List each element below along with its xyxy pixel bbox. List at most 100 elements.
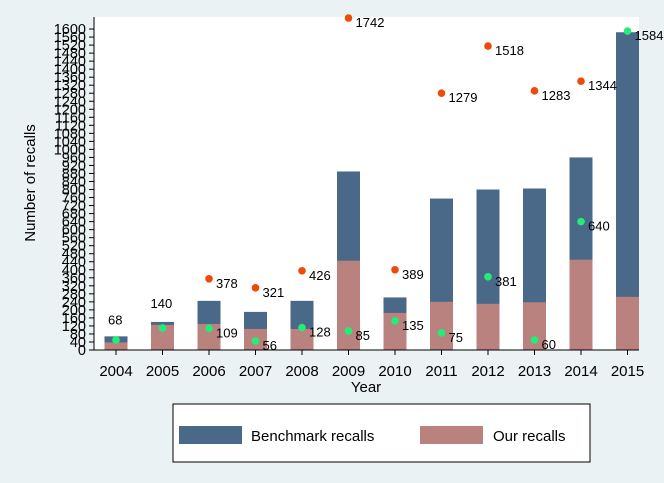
data-label-2012-1518: 1518: [495, 43, 524, 58]
green-marker-2011: [437, 329, 446, 337]
y-tick-label-200: 200: [62, 303, 86, 319]
x-tick-label-2004: 2004: [99, 363, 132, 380]
orange-marker-2009: [344, 14, 353, 22]
bars-layer: [104, 32, 639, 350]
x-tick-label-2009: 2009: [332, 363, 365, 380]
y-tick-label-280: 280: [62, 287, 86, 303]
y-tick-label-1040: 1040: [54, 134, 86, 150]
y-tick-label-1000: 1000: [54, 142, 86, 158]
our-bar-2005: [151, 324, 174, 350]
data-label-2011-75: 75: [449, 330, 463, 345]
plot-area: [94, 17, 639, 350]
our-bar-2015: [616, 296, 639, 350]
data-label-2012-381: 381: [495, 274, 517, 289]
y-tick-label-800: 800: [62, 183, 86, 199]
data-label-2007-56: 56: [263, 338, 277, 353]
y-tick-label-1120: 1120: [55, 118, 86, 134]
data-label-2010-135: 135: [402, 318, 424, 333]
benchmark-bar-2015: [616, 32, 639, 350]
y-axis-ticks: 0408012016020024028032036040044048052056…: [54, 22, 94, 359]
orange-marker-2014: [577, 77, 585, 85]
orange-marker-2010: [391, 265, 399, 274]
y-tick-label-80: 80: [70, 327, 86, 343]
y-tick-label-600: 600: [62, 223, 86, 239]
green-marker-2007: [251, 337, 260, 345]
data-label-2015-1584: 1584: [635, 28, 664, 43]
our-bar-2006: [197, 323, 221, 350]
y-tick-label-0: 0: [78, 343, 86, 359]
y-tick-label-1080: 1080: [54, 126, 86, 142]
y-tick-label-360: 360: [62, 271, 86, 287]
orange-marker-2007: [251, 284, 260, 292]
y-tick-label-840: 840: [62, 174, 86, 190]
y-tick-label-880: 880: [62, 166, 86, 182]
data-label-2007-321: 321: [263, 285, 285, 300]
x-tick-label-2007: 2007: [239, 363, 272, 380]
x-tick-label-2013: 2013: [518, 363, 551, 380]
our-bar-2010: [383, 312, 407, 350]
our-bar-2013: [523, 302, 546, 350]
y-tick-label-1520: 1520: [54, 38, 86, 54]
green-marker-2013: [530, 336, 539, 344]
green-marker-2014: [577, 217, 585, 226]
legend-label-ours: Our recalls: [493, 428, 566, 445]
x-tick-label-2014: 2014: [564, 363, 597, 380]
y-tick-label-480: 480: [62, 247, 86, 263]
y-tick-label-640: 640: [62, 215, 86, 231]
y-tick-label-440: 440: [62, 255, 86, 271]
data-label-2008-128: 128: [309, 325, 331, 340]
orange-marker-2006: [205, 274, 213, 283]
y-tick-label-1600: 1600: [54, 22, 86, 38]
x-tick-label-2015: 2015: [611, 363, 644, 380]
legend: Benchmark recalls Our recalls: [172, 403, 591, 463]
data-label-2011-1279: 1279: [449, 90, 478, 105]
y-tick-label-560: 560: [62, 231, 86, 247]
y-tick-label-1240: 1240: [54, 94, 86, 110]
green-marker-2005: [158, 324, 167, 332]
y-tick-label-400: 400: [62, 263, 86, 279]
data-label-2014-1344: 1344: [588, 78, 617, 93]
green-marker-2009: [344, 327, 353, 335]
orange-marker-2011: [437, 89, 446, 98]
y-tick-label-40: 40: [70, 335, 86, 351]
x-tick-label-2011: 2011: [425, 363, 457, 380]
y-axis-title: Number of recalls: [22, 124, 39, 242]
y-tick-label-1160: 1160: [55, 110, 86, 126]
x-tick-label-2010: 2010: [378, 363, 411, 380]
our-bar-2014: [569, 259, 593, 350]
legend-swatch-benchmark: [179, 426, 242, 444]
data-label-2010-389: 389: [402, 267, 424, 282]
green-marker-2010: [391, 317, 399, 325]
green-marker-2008: [298, 323, 306, 332]
y-tick-label-520: 520: [62, 239, 86, 255]
y-tick-label-920: 920: [62, 158, 86, 174]
data-label-2009-85: 85: [356, 328, 370, 343]
y-tick-label-1200: 1200: [54, 102, 86, 118]
orange-marker-2012: [484, 42, 492, 50]
x-tick-label-2012: 2012: [471, 363, 504, 380]
data-labels-layer: 68 140 378 109 321 56 426 128 1742 85 389 135 1279 75…: [108, 15, 663, 353]
y-tick-label-1320: 1320: [54, 78, 86, 94]
y-tick-label-960: 960: [62, 150, 86, 166]
y-tick-label-1400: 1400: [54, 62, 86, 78]
y-tick-label-720: 720: [62, 199, 86, 215]
our-bar-2008: [290, 328, 314, 350]
y-tick-label-120: 120: [62, 319, 86, 335]
green-marker-2006: [205, 324, 213, 333]
x-axis-title: Year: [351, 379, 381, 396]
x-axis-ticks: 2004 2005 2006 2007 2008 2009 2010 2011 2012 2013…: [99, 350, 644, 380]
our-bar-2009: [337, 260, 360, 350]
our-bar-2011: [430, 301, 453, 350]
data-label-2013-60: 60: [542, 337, 556, 352]
green-marker-2004: [112, 336, 120, 344]
legend-box: [172, 403, 591, 463]
orange-marker-2013: [530, 87, 539, 95]
y-tick-label-1280: 1280: [54, 86, 86, 102]
data-label-2006-109: 109: [216, 325, 238, 340]
data-label-2014-640: 640: [588, 219, 610, 234]
x-tick-label-2005: 2005: [146, 363, 179, 380]
green-marker-2015: [623, 27, 632, 35]
y-tick-label-1560: 1560: [54, 30, 86, 46]
y-tick-label-240: 240: [62, 295, 86, 311]
